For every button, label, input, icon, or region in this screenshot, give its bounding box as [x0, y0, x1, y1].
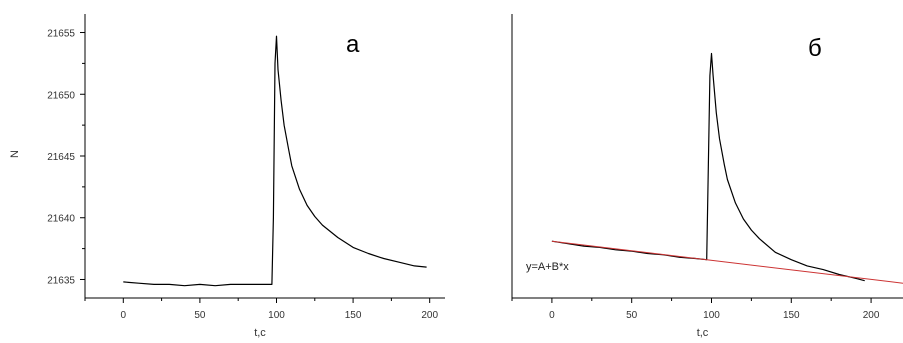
panel-label: а: [346, 31, 360, 58]
x-tick-label: 0: [549, 310, 555, 321]
y-ticks: 21635 21640 21645 21650 21655: [47, 29, 85, 286]
series-group: [123, 35, 427, 287]
y-tick-label: 21655: [47, 29, 75, 40]
x-ticks: 0 50 100 150 200: [511, 298, 880, 321]
y-tick-label: 21650: [47, 90, 75, 101]
y-tick-label: 21645: [47, 152, 75, 163]
y-tick-label: 21635: [47, 275, 75, 286]
panel-a: 21635 21640 21645 21650 21655 0 50 100 150 200 N…: [9, 14, 445, 339]
x-tick-label: 100: [268, 310, 285, 321]
y-axis-label: N: [9, 150, 21, 158]
x-tick-label: 200: [421, 310, 438, 321]
x-tick-label: 0: [121, 310, 127, 321]
series-group: [551, 52, 903, 284]
x-axis-label: t,c: [697, 327, 709, 339]
x-tick-label: 50: [194, 310, 206, 321]
fit-equation-label: y=A+B*x: [526, 261, 569, 273]
y-tick-label: 21640: [47, 214, 75, 225]
fit-line: [551, 240, 903, 284]
panel-label: б: [808, 35, 822, 62]
x-axis-label: t,c: [254, 327, 266, 339]
x-ticks: 0 50 100 150 200: [84, 298, 438, 321]
data-line: [123, 35, 427, 287]
panel-b: 0 50 100 150 200 t,c б y=A+B*x: [511, 14, 903, 339]
x-tick-label: 50: [626, 310, 638, 321]
x-tick-label: 200: [863, 310, 880, 321]
x-tick-label: 100: [703, 310, 720, 321]
x-tick-label: 150: [783, 310, 800, 321]
x-tick-label: 150: [345, 310, 362, 321]
